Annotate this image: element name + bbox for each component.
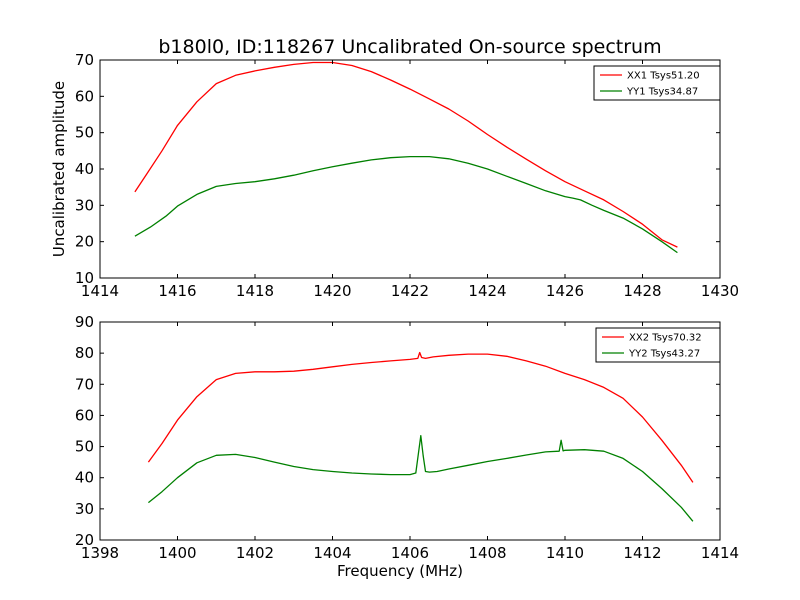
legend-entry: YY2 Tsys43.27 <box>628 349 700 360</box>
x-tick-label: 1410 <box>546 544 584 562</box>
y-tick-label: 40 <box>75 160 94 178</box>
legend-box <box>595 327 721 363</box>
legend: XX1 Tsys51.20 YY1 Tsys34.87 <box>593 65 721 101</box>
y-tick-label: 50 <box>75 438 94 456</box>
x-tick-label: 1422 <box>391 282 429 300</box>
y-tick-label: 20 <box>75 233 94 251</box>
x-tick-label: 1418 <box>236 282 274 300</box>
legend-entry: XX1 Tsys51.20 <box>627 71 700 82</box>
x-tick-label: 1416 <box>158 282 196 300</box>
x-tick-label: 1404 <box>313 544 351 562</box>
y-tick-label: 70 <box>75 375 94 393</box>
x-tick-label: 1414 <box>81 282 119 300</box>
bottom-panel: 1398 1400 1402 1404 1406 1408 1410 1412 1414 20 30… <box>75 313 739 580</box>
x-tick-label: 1402 <box>236 544 274 562</box>
y-tick-label: 10 <box>75 269 94 287</box>
y-tick-label: 60 <box>75 87 94 105</box>
y-tick-label: 60 <box>75 406 94 424</box>
y-tick-label: 30 <box>75 196 94 214</box>
x-tick-label: 1420 <box>313 282 351 300</box>
x-tick-label: 1430 <box>701 282 739 300</box>
y-tick-label: 20 <box>75 531 94 549</box>
x-tick-label: 1428 <box>623 282 661 300</box>
series-line-1-2 <box>134 155 678 254</box>
x-axis-label: Frequency (MHz) <box>337 562 463 580</box>
legend-entry: YY1 Tsys34.87 <box>626 87 698 98</box>
y-tick-label: 70 <box>75 51 94 69</box>
y-tick-label: 30 <box>75 500 94 518</box>
x-tick-label: 1406 <box>391 544 429 562</box>
top-panel: 1414 1416 1418 1420 1422 1424 1426 1428 1430 10 20… <box>50 51 739 300</box>
figure-title: b180l0, ID:118267 Uncalibrated On-source… <box>158 36 661 58</box>
x-tick-label: 1400 <box>158 544 196 562</box>
series-line-2-2 <box>147 435 694 522</box>
legend: XX2 Tsys70.32 YY2 Tsys43.27 <box>595 327 721 363</box>
legend-box <box>593 65 721 101</box>
x-tick-label: 1414 <box>701 544 739 562</box>
x-tick-label: 1398 <box>81 544 119 562</box>
legend-entry: XX2 Tsys70.32 <box>629 333 702 344</box>
x-tick-label: 1408 <box>468 544 506 562</box>
x-tick-label: 1412 <box>623 544 661 562</box>
y-axis-label: Uncalibrated amplitude <box>50 81 68 257</box>
x-tick-label: 1424 <box>468 282 506 300</box>
x-tick-label: 1426 <box>546 282 584 300</box>
y-tick-label: 90 <box>75 313 94 331</box>
y-tick-label: 80 <box>75 344 94 362</box>
series-line-1-1 <box>134 61 678 248</box>
series-line-2-1 <box>147 351 694 483</box>
y-tick-label: 40 <box>75 469 94 487</box>
y-tick-label: 50 <box>75 124 94 142</box>
